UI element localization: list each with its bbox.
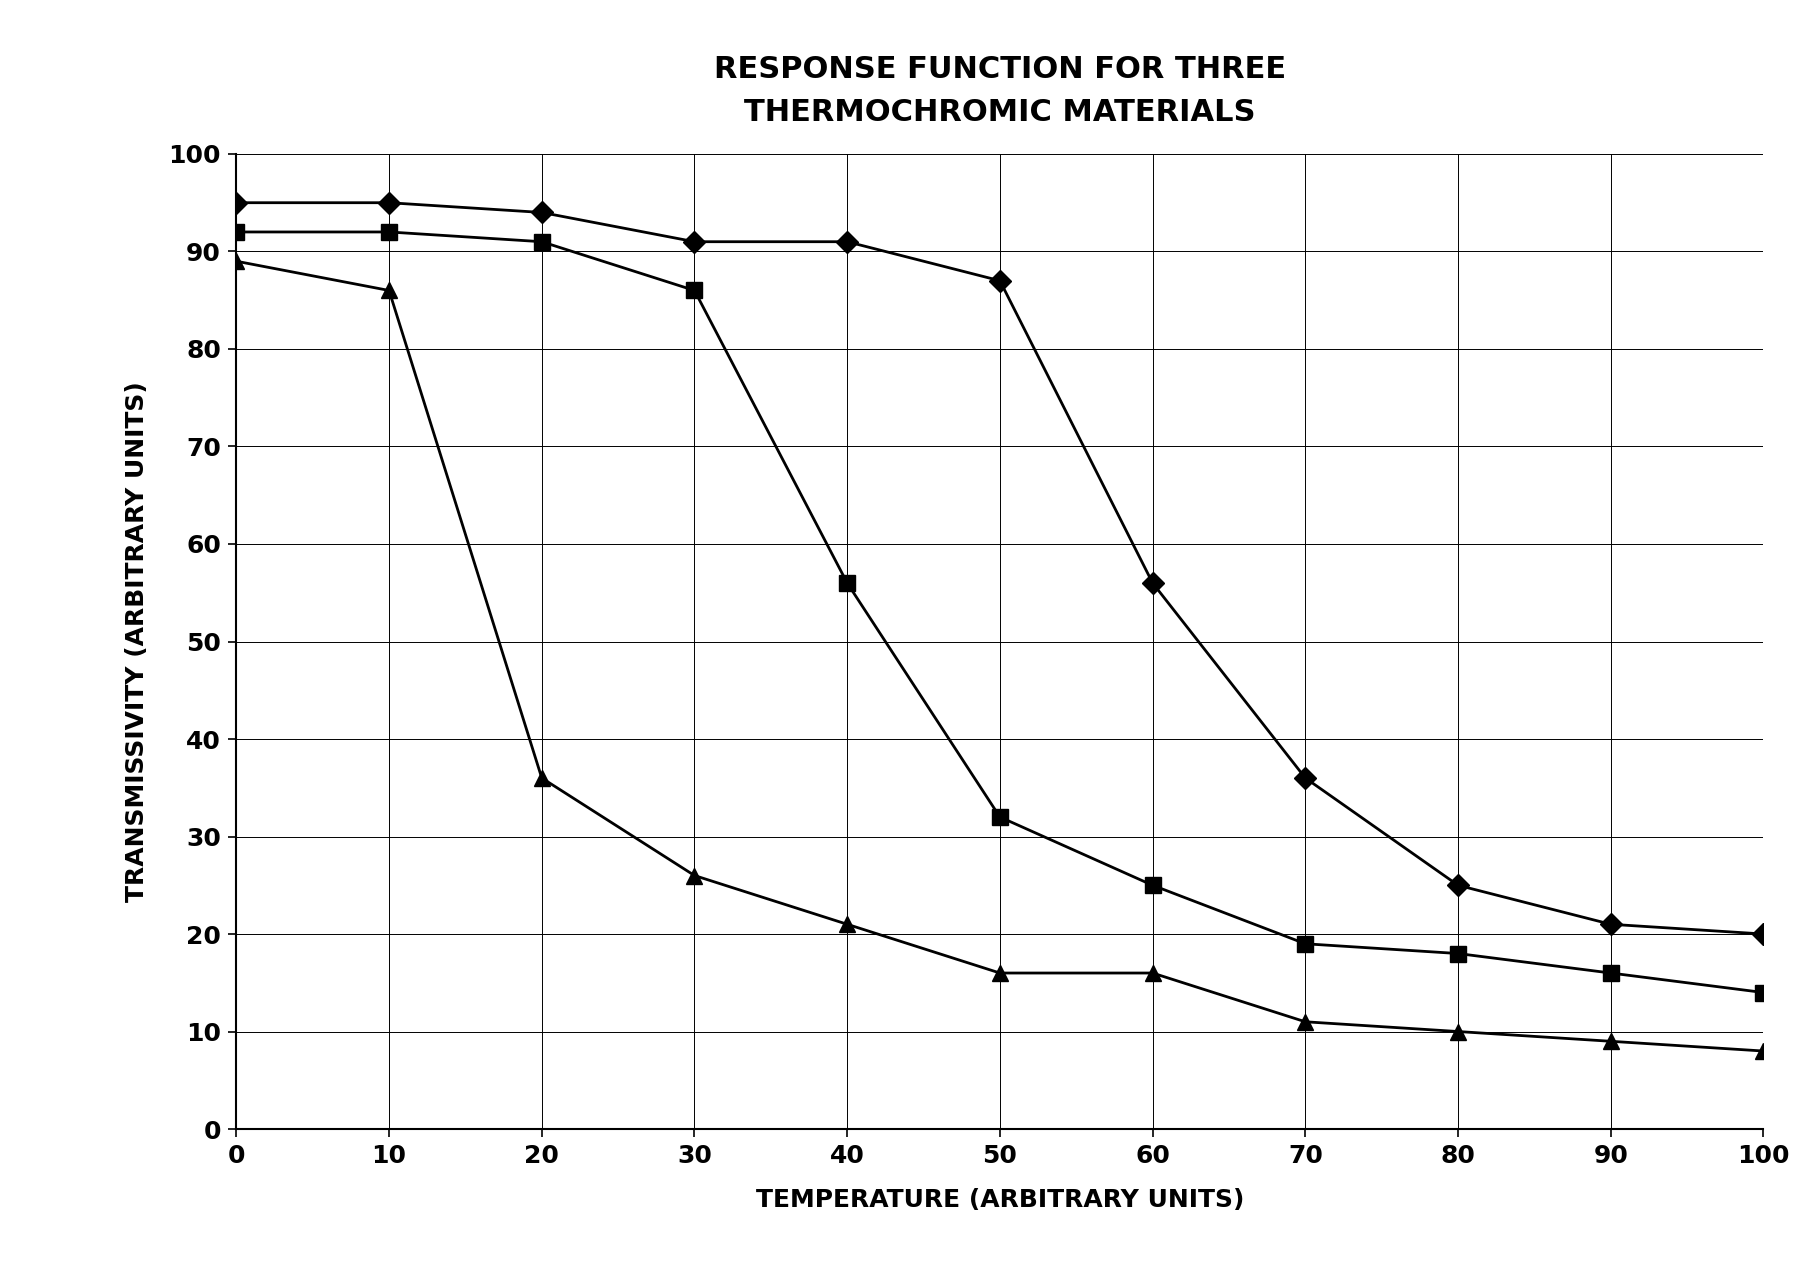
Y-axis label: TRANSMISSIVITY (ARBITRARY UNITS): TRANSMISSIVITY (ARBITRARY UNITS): [125, 381, 149, 902]
X-axis label: TEMPERATURE (ARBITRARY UNITS): TEMPERATURE (ARBITRARY UNITS): [756, 1188, 1244, 1211]
Title: RESPONSE FUNCTION FOR THREE
THERMOCHROMIC MATERIALS: RESPONSE FUNCTION FOR THREE THERMOCHROMI…: [714, 55, 1285, 127]
